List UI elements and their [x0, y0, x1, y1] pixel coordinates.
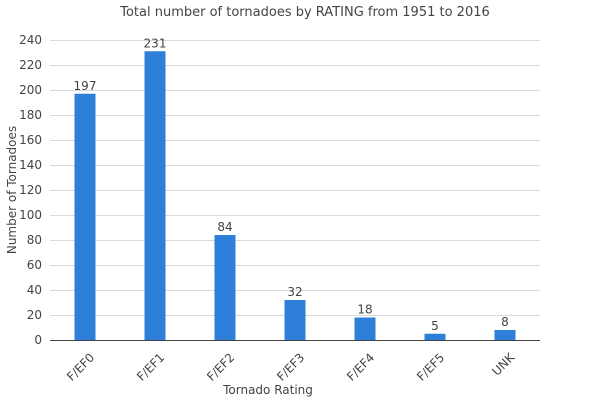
data-label: 8	[501, 315, 509, 329]
bar	[144, 51, 166, 340]
x-axis-ticks: F/EF0 F/EF1 F/EF2 F/EF3 F/EF4 F/EF5 UNK	[64, 350, 518, 384]
chart-title: Total number of tornadoes by RATING from…	[119, 5, 490, 20]
data-label: 18	[357, 303, 372, 317]
y-tick-label: 160	[19, 133, 42, 147]
y-tick-label: 180	[19, 108, 42, 122]
data-label: 32	[287, 285, 302, 299]
y-tick-label: 40	[27, 283, 42, 297]
y-tick-label: 80	[27, 233, 42, 247]
y-tick-label: 220	[19, 58, 42, 72]
data-labels: 197 231 84 32 18 5 8	[74, 36, 509, 333]
y-tick-label: 240	[19, 33, 42, 47]
y-tick-label: 120	[19, 183, 42, 197]
x-axis-label: Tornado Rating	[222, 383, 313, 397]
data-label: 231	[144, 36, 167, 50]
y-tick-label: 20	[27, 308, 42, 322]
y-axis-ticks: 0 20 40 60 80 100 120 140 160 180 200 220 240	[19, 33, 42, 347]
bar	[214, 235, 236, 340]
x-tick-label: F/EF0	[64, 350, 97, 383]
data-label: 84	[217, 220, 232, 234]
y-tick-label: 60	[27, 258, 42, 272]
bar	[284, 300, 306, 340]
y-tick-label: 140	[19, 158, 42, 172]
gridlines	[50, 40, 540, 316]
x-tick-label: F/EF3	[274, 350, 307, 383]
y-tick-label: 100	[19, 208, 42, 222]
bar	[74, 93, 96, 340]
x-tick-label: F/EF2	[204, 350, 237, 383]
data-label: 197	[74, 79, 97, 93]
data-label: 5	[431, 319, 439, 333]
x-tick-label: F/EF4	[344, 350, 377, 383]
y-tick-label: 0	[34, 333, 42, 347]
y-tick-label: 200	[19, 83, 42, 97]
x-tick-label: F/EF5	[414, 350, 447, 383]
bar	[494, 330, 516, 340]
x-tick-label: F/EF1	[134, 350, 167, 383]
x-tick-label: UNK	[489, 350, 518, 379]
y-axis-label: Number of Tornadoes	[5, 126, 19, 254]
bar	[354, 317, 376, 340]
bar	[424, 333, 446, 340]
bars	[74, 51, 516, 340]
